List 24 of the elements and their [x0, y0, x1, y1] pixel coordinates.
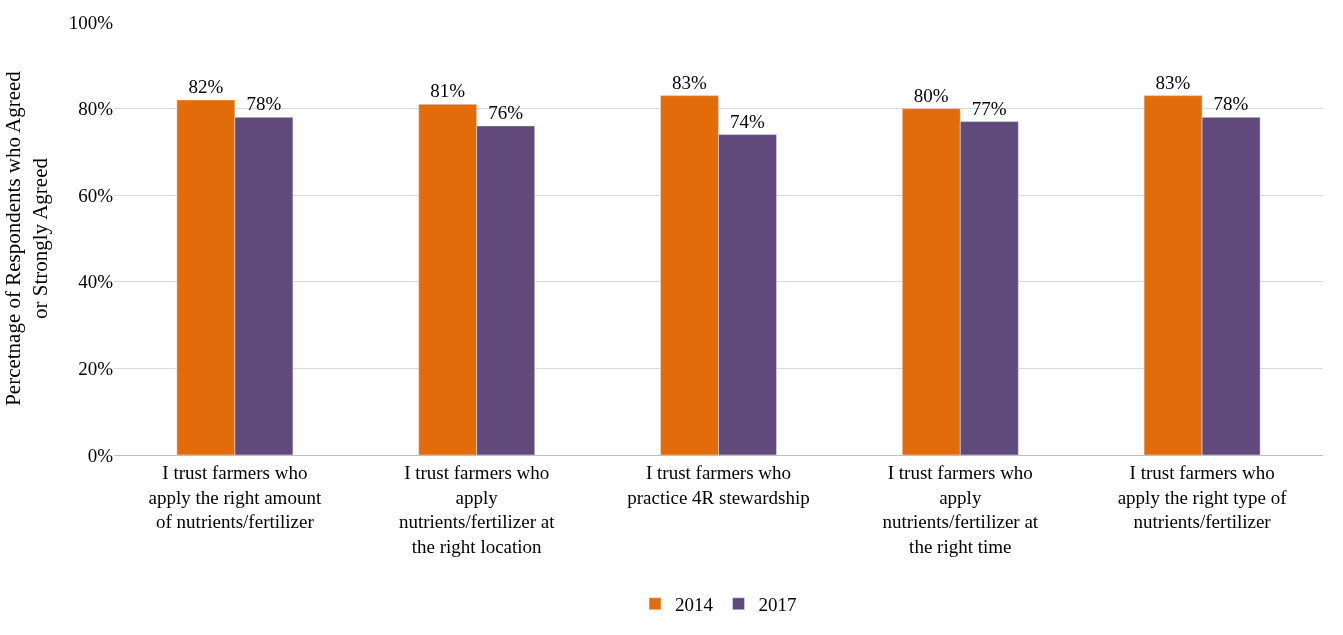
- y-tick-label: 0%: [87, 444, 114, 466]
- data-label: 82%: [188, 75, 224, 97]
- data-label: 77%: [971, 97, 1007, 119]
- y-tick-label: 100%: [68, 11, 114, 33]
- x-tick-label: I trust farmers who apply the right amount of nutrients/fertilizer: [148, 461, 322, 533]
- legend-label: 2014: [675, 594, 714, 616]
- y-tick-label: 40%: [78, 271, 114, 293]
- data-label: 80%: [913, 84, 949, 106]
- y-tick-label: 20%: [78, 358, 114, 380]
- data-label: 78%: [1213, 93, 1249, 115]
- x-tick-label: I trust farmers who apply nutrients/fertilizer at the right time: [882, 461, 1039, 557]
- legend-label: 2017: [758, 594, 797, 616]
- data-label: 78%: [246, 93, 282, 115]
- y-axis-title: Percetnage of Respondents who Agreed or Strongly Agreed: [0, 70, 52, 406]
- x-tick-label: I trust farmers who apply nutrients/fertilizer at the right location: [398, 461, 556, 557]
- data-label: 81%: [430, 80, 466, 102]
- y-tick-label: 60%: [78, 184, 114, 206]
- x-tick-label: I trust farmers who apply the right type of nutrients/fertilizer: [1117, 461, 1288, 533]
- x-tick-label: I trust farmers who practice 4R stewardship: [627, 461, 810, 508]
- data-label: 74%: [730, 110, 766, 132]
- data-label: 76%: [488, 101, 524, 123]
- data-label: 83%: [1155, 71, 1191, 93]
- y-tick-label: 80%: [78, 98, 114, 120]
- data-label: 83%: [671, 71, 707, 93]
